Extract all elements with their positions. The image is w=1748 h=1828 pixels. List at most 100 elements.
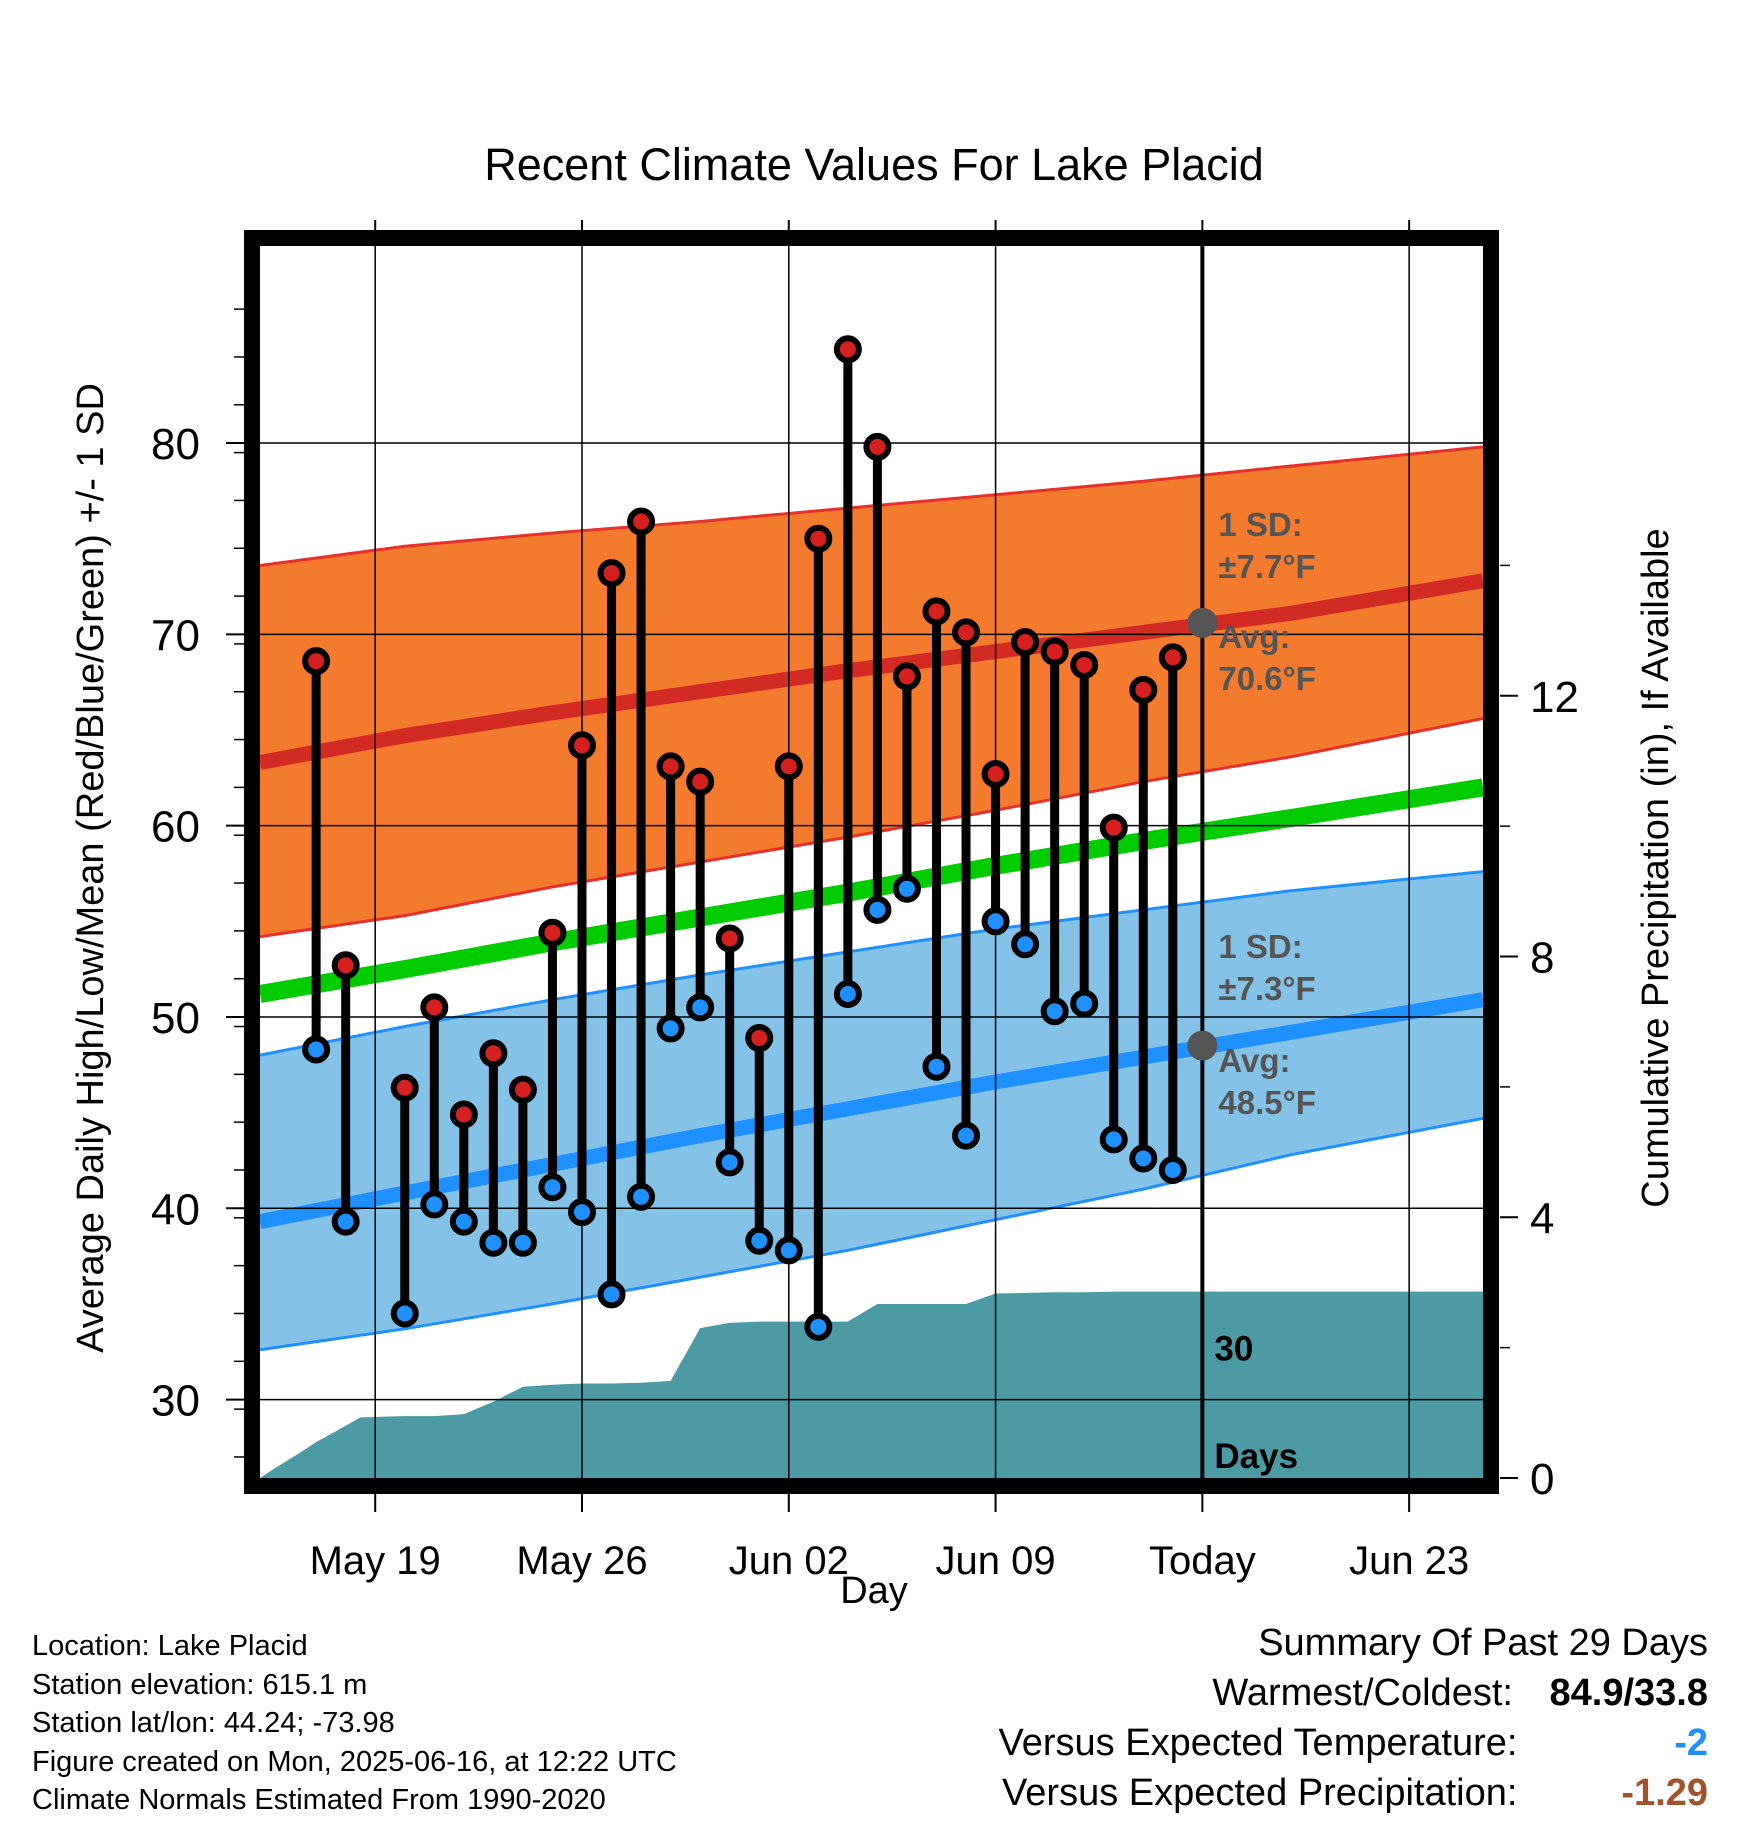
- daily-high-point: [479, 1039, 508, 1068]
- precip-anomaly-row: Versus Expected Precipitation: -1.29: [999, 1768, 1708, 1818]
- low-normal-line: [260, 992, 1483, 1230]
- daily-low-point: [922, 1052, 951, 1081]
- temp-anomaly-row: Versus Expected Temperature: -2: [999, 1718, 1708, 1768]
- plot-area: 30 Days 1 SD: ±7.7°F Avg: 70.6°F 1 SD: ±7.3°F Av…: [151, 220, 1579, 1583]
- y2-tick-label: 0: [1530, 1455, 1554, 1504]
- y2-tick-label: 8: [1530, 934, 1554, 983]
- daily-high-point: [1158, 643, 1187, 672]
- daily-high-point: [390, 1073, 419, 1102]
- y-tick-label: 40: [151, 1185, 200, 1234]
- daily-low-point: [804, 1312, 833, 1341]
- low-sd-value: ±7.3°F: [1218, 970, 1315, 1007]
- daily-high-point: [863, 432, 892, 461]
- daily-low-point: [1158, 1156, 1187, 1184]
- daily-high-point: [774, 752, 803, 781]
- daily-low-point: [1099, 1125, 1128, 1154]
- low-avg-marker: [1187, 1030, 1218, 1061]
- daily-high-point: [597, 559, 626, 588]
- daily-low-point: [952, 1121, 981, 1150]
- precip-anomaly-label: Versus Expected Precipitation:: [1002, 1772, 1518, 1814]
- daily-low-point: [1129, 1144, 1158, 1173]
- daily-high-point: [1129, 675, 1158, 704]
- x-tick-label: May 19: [310, 1539, 441, 1583]
- daily-low-point: [863, 895, 892, 924]
- daily-low-point: [833, 980, 862, 1008]
- daily-high-point: [449, 1100, 478, 1129]
- daily-high-point: [804, 524, 833, 553]
- high-avg-label: Avg:: [1218, 618, 1290, 655]
- y-axis-label: Average Daily High/Low/Mean (Red/Blue/Gr…: [70, 383, 112, 1353]
- high-avg-value: 70.6°F: [1218, 660, 1316, 697]
- daily-high-point: [1070, 650, 1099, 679]
- latlon-line: Station lat/lon: 44.24; -73.98: [32, 1707, 395, 1739]
- daily-low-point: [627, 1182, 656, 1211]
- low-avg-label: Avg:: [1218, 1042, 1290, 1079]
- daily-high-point: [1040, 637, 1069, 666]
- daily-low-point: [1040, 997, 1069, 1026]
- daily-high-point: [627, 507, 656, 536]
- daily-high-point: [302, 647, 331, 676]
- daily-low-point: [745, 1226, 774, 1255]
- today-days-number: 30: [1214, 1330, 1253, 1369]
- daily-high-point: [656, 752, 685, 781]
- daily-high-point: [715, 924, 744, 953]
- climate-chart: Recent Climate Values For Lake Placid 30…: [70, 139, 1677, 1612]
- plot-frame: [244, 230, 1499, 1494]
- daily-low-point: [331, 1207, 360, 1236]
- warm-cold-value: 84.9/33.8: [1549, 1672, 1708, 1714]
- high-sd-value: ±7.7°F: [1218, 548, 1315, 585]
- daily-low-point: [981, 907, 1010, 936]
- daily-low-point: [479, 1228, 508, 1257]
- daily-high-point: [331, 951, 360, 980]
- temp-anomaly-label: Versus Expected Temperature:: [998, 1722, 1518, 1764]
- daily-low-point: [508, 1228, 537, 1257]
- low-sd-band-lower-edge: [260, 1116, 1483, 1352]
- elevation-line: Station elevation: 615.1 m: [32, 1668, 368, 1701]
- daily-high-point: [420, 993, 449, 1022]
- daily-low-point: [449, 1207, 478, 1236]
- summary-panel: Summary Of Past 29 Days Warmest/Coldest:…: [999, 1618, 1708, 1818]
- daily-high-point: [538, 918, 567, 947]
- daily-low-point: [302, 1035, 331, 1064]
- y2-tick-label: 4: [1530, 1194, 1554, 1243]
- daily-high-point: [567, 731, 596, 760]
- normals-line: Climate Normals Estimated From 1990-2020: [32, 1784, 606, 1816]
- daily-low-point: [538, 1173, 567, 1202]
- daily-high-point: [922, 597, 951, 626]
- x-tick-label: Jun 09: [936, 1539, 1056, 1583]
- x-tick-label: Today: [1149, 1539, 1256, 1583]
- daily-high-point: [952, 618, 981, 647]
- daily-high-point: [892, 662, 921, 691]
- daily-low-point: [567, 1198, 596, 1227]
- x-axis-label: Day: [840, 1570, 908, 1612]
- daily-low-point: [420, 1190, 449, 1219]
- daily-low-point: [1070, 989, 1099, 1018]
- daily-low-point: [656, 1014, 685, 1043]
- warm-cold-row: Warmest/Coldest: 84.9/33.8: [999, 1668, 1708, 1718]
- location-line: Location: Lake Placid: [32, 1630, 308, 1662]
- daily-low-point: [597, 1280, 626, 1309]
- daily-high-point: [833, 335, 862, 364]
- daily-high-point: [981, 760, 1010, 788]
- daily-high-point: [1099, 813, 1128, 842]
- plot-clipped-group: [260, 246, 1483, 1478]
- y2-tick-label: 12: [1530, 673, 1579, 722]
- daily-low-point: [686, 993, 715, 1022]
- high-sd-band-fill: [260, 446, 1483, 937]
- daily-low-point: [774, 1236, 803, 1265]
- y-tick-label: 80: [151, 420, 200, 469]
- y-tick-label: 60: [151, 803, 200, 852]
- precipitation-area: [260, 1291, 1483, 1478]
- y-tick-label: 70: [151, 611, 200, 660]
- daily-low-point: [892, 874, 921, 903]
- summary-title: Summary Of Past 29 Days: [1258, 1622, 1708, 1664]
- warm-cold-label: Warmest/Coldest:: [1212, 1672, 1513, 1714]
- daily-high-point: [686, 767, 715, 796]
- temp-anomaly-value: -2: [1674, 1722, 1708, 1764]
- high-avg-marker: [1187, 607, 1218, 638]
- low-avg-value: 48.5°F: [1218, 1084, 1316, 1121]
- high-sd-label: 1 SD:: [1218, 506, 1302, 543]
- daily-high-point: [1011, 628, 1040, 656]
- precip-anomaly-value: -1.29: [1621, 1772, 1708, 1814]
- daily-low-point: [715, 1148, 744, 1177]
